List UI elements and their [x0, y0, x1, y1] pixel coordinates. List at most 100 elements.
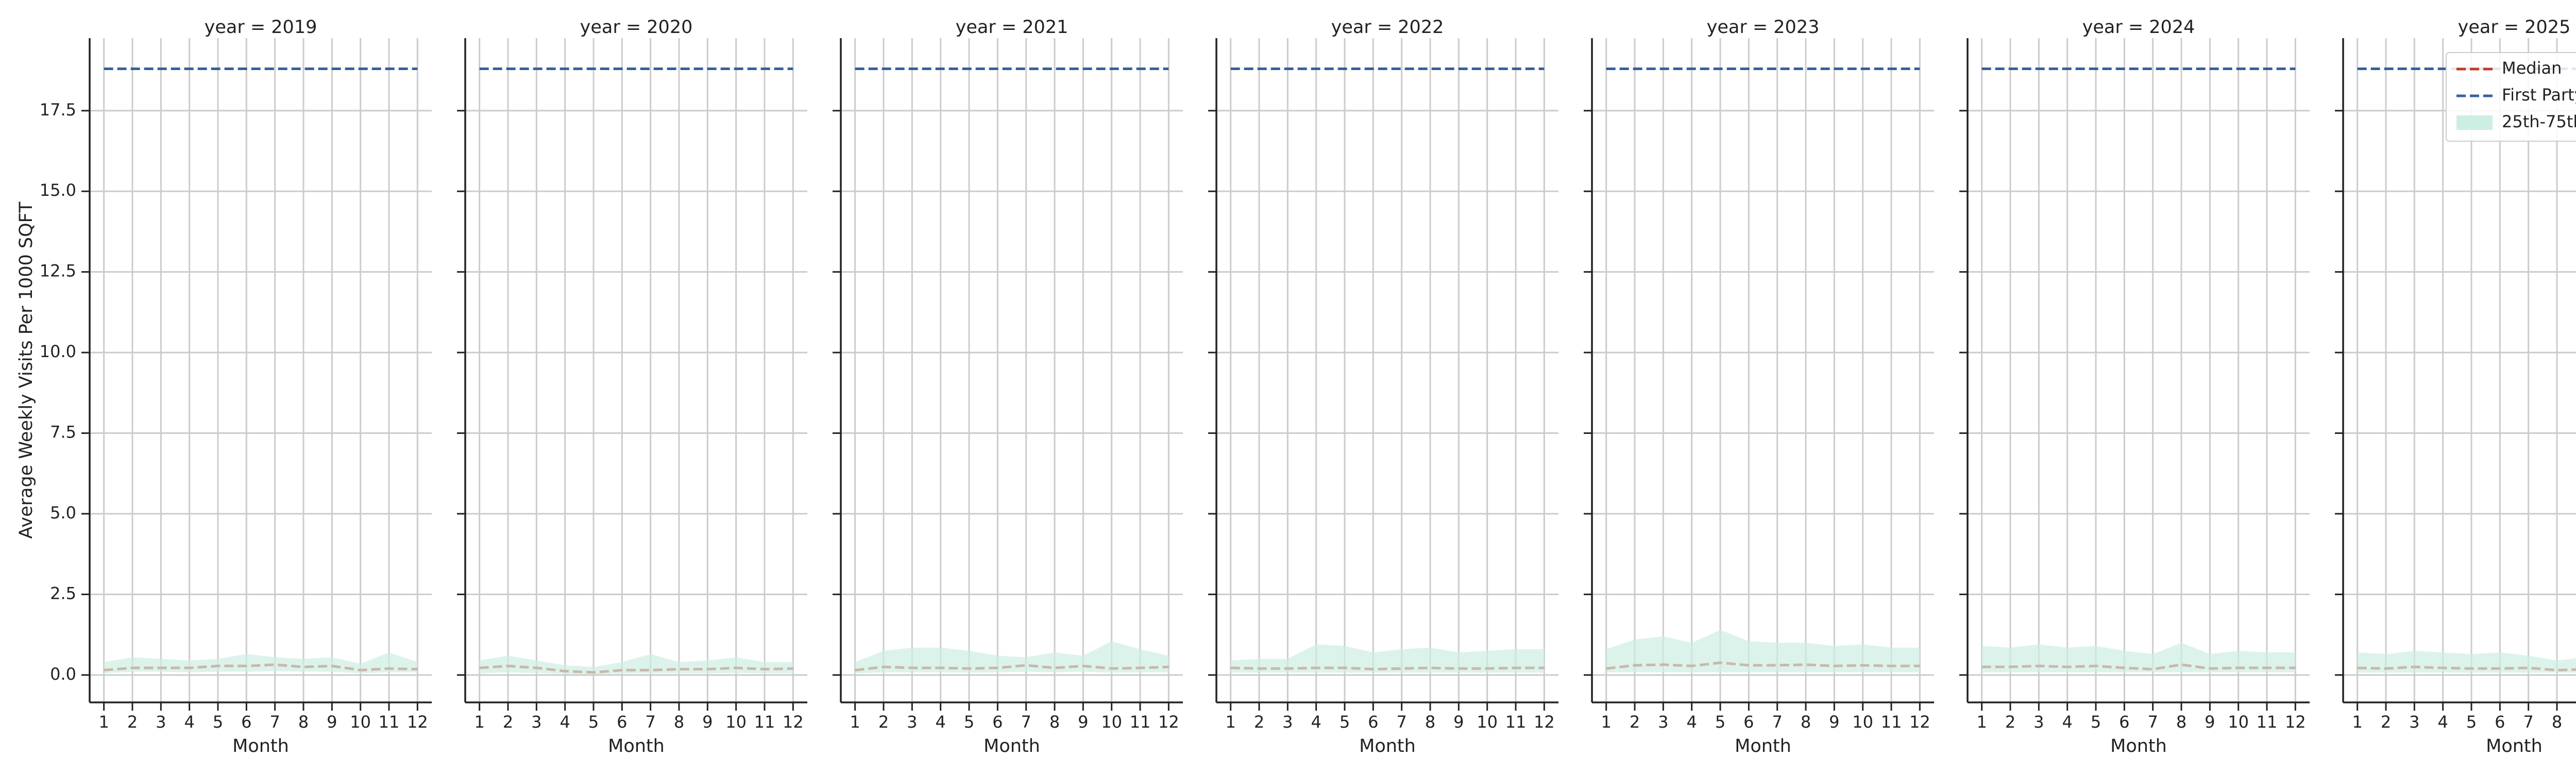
- x-tick-label: 8: [674, 712, 684, 732]
- legend-label: 25th-75th Percentile: [2502, 112, 2576, 131]
- x-tick-label: 6: [2119, 712, 2129, 732]
- panel-title: year = 2021: [956, 17, 1069, 38]
- y-tick-label: 0.0: [50, 664, 76, 684]
- x-tick-label: 9: [327, 712, 337, 732]
- panel-title: year = 2019: [205, 17, 317, 38]
- x-tick-label: 12: [1158, 712, 1179, 732]
- x-tick-label: 8: [1049, 712, 1060, 732]
- x-tick-label: 10: [1852, 712, 1873, 732]
- x-tick-label: 7: [2147, 712, 2158, 732]
- x-tick-label: 10: [725, 712, 747, 732]
- x-tick-label: 5: [213, 712, 223, 732]
- x-tick-label: 1: [98, 712, 109, 732]
- y-tick-label: 10.0: [40, 342, 76, 361]
- x-tick-label: 5: [2466, 712, 2477, 732]
- panel-title: year = 2025: [2458, 17, 2571, 38]
- x-tick-label: 2: [1254, 712, 1264, 732]
- y-tick-label: 2.5: [50, 583, 76, 603]
- x-tick-label: 9: [1829, 712, 1839, 732]
- x-tick-label: 11: [1881, 712, 1902, 732]
- x-tick-label: 6: [241, 712, 251, 732]
- y-tick-label: 17.5: [40, 100, 76, 120]
- x-tick-label: 9: [1078, 712, 1088, 732]
- x-tick-label: 6: [1368, 712, 1378, 732]
- panel: 0.02.55.07.510.012.515.017.51 2 3 4 5 6 7 8 9 10 1…: [16, 17, 432, 757]
- x-axis-label: Month: [608, 736, 665, 757]
- x-axis-label: Month: [1359, 736, 1416, 757]
- x-tick-label: 4: [2437, 712, 2448, 732]
- x-tick-label: 11: [1505, 712, 1527, 732]
- panel-title: year = 2022: [1331, 17, 1444, 38]
- percentile-band: [2357, 650, 2576, 673]
- x-tick-label: 2: [127, 712, 138, 732]
- x-axis-label: Month: [232, 736, 289, 757]
- x-tick-label: 10: [1477, 712, 1498, 732]
- x-tick-label: 3: [1282, 712, 1293, 732]
- x-tick-label: 6: [1743, 712, 1754, 732]
- x-tick-label: 5: [1340, 712, 1350, 732]
- x-tick-label: 8: [1801, 712, 1811, 732]
- x-tick-label: 2: [2381, 712, 2391, 732]
- panel-title: year = 2020: [580, 17, 693, 38]
- x-tick-label: 12: [783, 712, 804, 732]
- y-tick-label: 12.5: [40, 261, 76, 281]
- legend-label: Median: [2502, 58, 2562, 78]
- x-tick-label: 8: [1425, 712, 1435, 732]
- x-tick-label: 12: [1909, 712, 1930, 732]
- x-tick-label: 5: [588, 712, 599, 732]
- percentile-band: [1230, 644, 1545, 673]
- x-tick-label: 6: [617, 712, 627, 732]
- x-tick-label: 11: [1130, 712, 1151, 732]
- x-tick-label: 10: [350, 712, 371, 732]
- x-tick-label: 7: [269, 712, 280, 732]
- x-axis-label: Month: [1735, 736, 1791, 757]
- x-tick-label: 11: [2257, 712, 2278, 732]
- x-tick-label: 3: [2033, 712, 2044, 732]
- x-tick-label: 10: [1101, 712, 1122, 732]
- x-tick-label: 3: [1658, 712, 1668, 732]
- percentile-band: [1981, 643, 2296, 673]
- x-axis-label: Month: [2486, 736, 2543, 757]
- x-tick-label: 1: [1225, 712, 1235, 732]
- x-tick-label: 8: [2552, 712, 2562, 732]
- x-tick-label: 2: [1630, 712, 1640, 732]
- x-tick-label: 12: [407, 712, 428, 732]
- x-tick-label: 3: [531, 712, 541, 732]
- x-tick-label: 4: [1311, 712, 1321, 732]
- y-axis-label: Average Weekly Visits Per 1000 SQFT: [16, 201, 37, 539]
- x-tick-label: 3: [2409, 712, 2419, 732]
- x-tick-label: 12: [1534, 712, 1555, 732]
- x-tick-label: 11: [379, 712, 400, 732]
- x-tick-label: 7: [2523, 712, 2533, 732]
- x-tick-label: 3: [156, 712, 166, 732]
- x-tick-label: 9: [1453, 712, 1464, 732]
- x-tick-label: 7: [1021, 712, 1031, 732]
- percentile-band: [104, 652, 418, 674]
- x-tick-label: 4: [184, 712, 194, 732]
- x-tick-label: 7: [645, 712, 655, 732]
- x-tick-label: 2: [503, 712, 513, 732]
- x-tick-label: 11: [754, 712, 775, 732]
- legend-label: First Party Median: [2502, 85, 2576, 105]
- percentile-band: [855, 641, 1169, 674]
- x-tick-label: 6: [992, 712, 1003, 732]
- x-tick-label: 6: [2495, 712, 2505, 732]
- x-tick-label: 2: [2005, 712, 2015, 732]
- x-tick-label: 9: [2205, 712, 2215, 732]
- x-tick-label: 2: [878, 712, 889, 732]
- x-tick-label: 5: [964, 712, 974, 732]
- percentile-band: [479, 654, 793, 675]
- x-tick-label: 10: [2228, 712, 2249, 732]
- y-tick-label: 15.0: [40, 180, 76, 200]
- x-tick-label: 7: [1772, 712, 1782, 732]
- x-tick-label: 12: [2285, 712, 2306, 732]
- x-tick-label: 5: [1715, 712, 1725, 732]
- x-tick-label: 1: [2352, 712, 2362, 732]
- x-tick-label: 4: [935, 712, 945, 732]
- panel-title: year = 2023: [1707, 17, 1820, 38]
